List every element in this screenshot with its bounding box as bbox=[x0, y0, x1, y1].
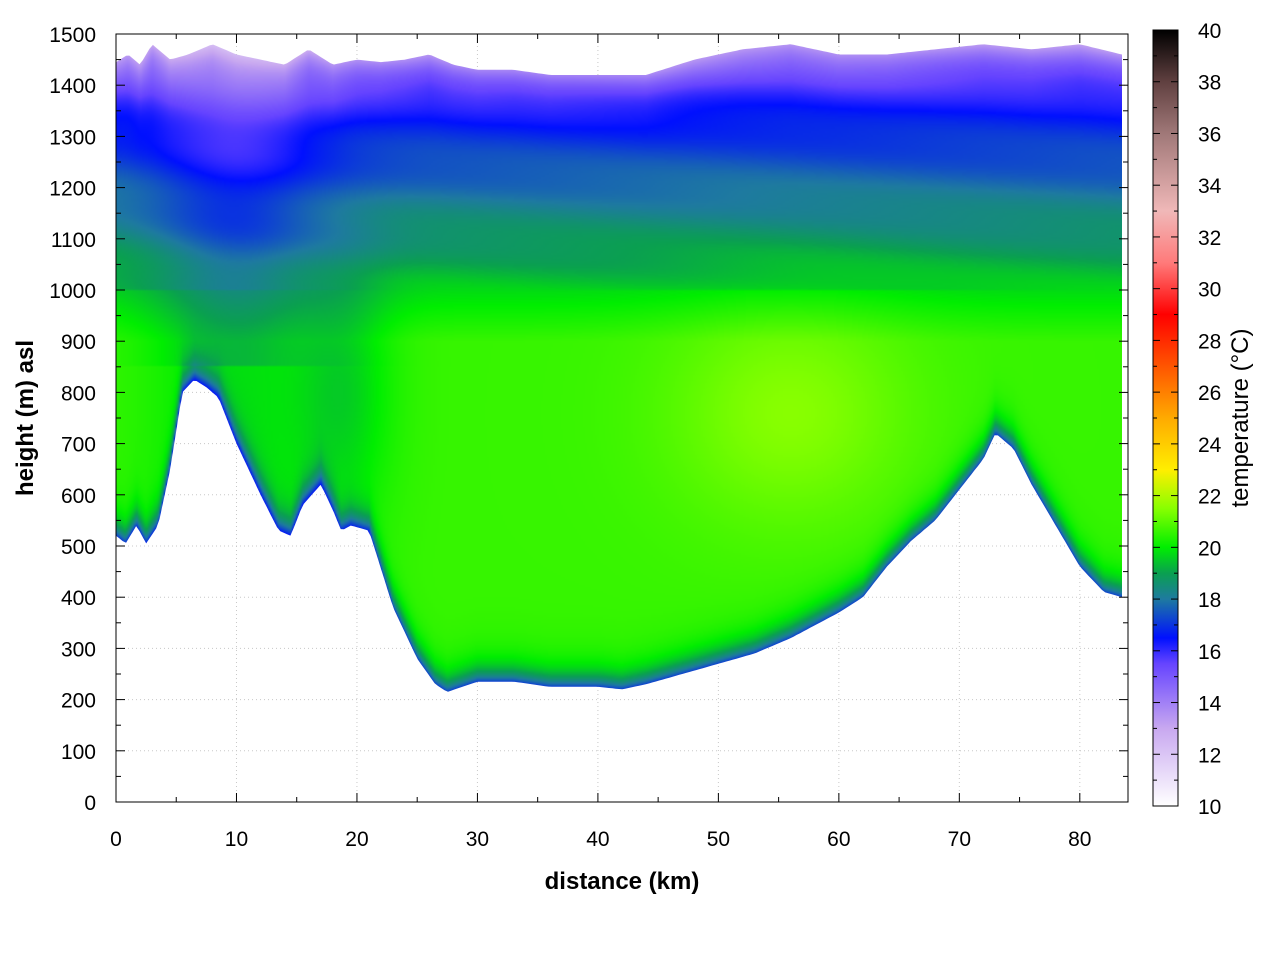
x-tick-label: 40 bbox=[586, 828, 609, 851]
y-tick-label: 1400 bbox=[49, 75, 96, 98]
y-tick-label: 1200 bbox=[49, 178, 96, 201]
x-axis: 0 10 20 30 40 50 60 70 80 bbox=[110, 34, 1091, 851]
colorbar-tick-label: 20 bbox=[1198, 537, 1221, 560]
colorbar-tick-label: 18 bbox=[1198, 589, 1221, 612]
y-tick-label: 700 bbox=[61, 434, 96, 457]
x-axis-title: distance (km) bbox=[545, 868, 700, 895]
colorbar-tick-label: 28 bbox=[1198, 330, 1221, 353]
colorbar-tick-label: 38 bbox=[1198, 72, 1221, 95]
x-tick-label: 0 bbox=[110, 828, 122, 851]
y-tick-label: 200 bbox=[61, 690, 96, 713]
colorbar-tick-label: 10 bbox=[1198, 796, 1221, 819]
x-tick-label: 20 bbox=[345, 828, 368, 851]
y-tick-label: 800 bbox=[61, 382, 96, 405]
y-tick-label: 100 bbox=[61, 741, 96, 764]
colorbar-tick-label: 26 bbox=[1198, 382, 1221, 405]
x-tick-label: 60 bbox=[827, 828, 850, 851]
colorbar-tick-label: 12 bbox=[1198, 744, 1221, 767]
colorbar-tick-label: 32 bbox=[1198, 227, 1221, 250]
y-tick-label: 900 bbox=[61, 331, 96, 354]
y-tick-label: 300 bbox=[61, 638, 96, 661]
y-tick-label: 600 bbox=[61, 485, 96, 508]
colorbar-axis: 10 12 14 16 18 20 22 24 26 28 30 32 34 36 38 40 bbox=[1153, 20, 1222, 819]
x-tick-label: 10 bbox=[225, 828, 248, 851]
colorbar-tick-label: 30 bbox=[1198, 279, 1221, 302]
y-tick-label: 400 bbox=[61, 587, 96, 610]
colorbar-tick-label: 36 bbox=[1198, 123, 1221, 146]
y-tick-label: 1500 bbox=[49, 24, 96, 47]
colorbar-tick-label: 40 bbox=[1198, 20, 1221, 43]
y-tick-label: 1000 bbox=[49, 280, 96, 303]
colorbar-tick-label: 16 bbox=[1198, 641, 1221, 664]
y-axis-title: height (m) asl bbox=[12, 340, 39, 496]
x-tick-label: 30 bbox=[466, 828, 489, 851]
colorbar-tick-label: 24 bbox=[1198, 434, 1222, 457]
y-tick-label: 1300 bbox=[49, 126, 96, 149]
x-tick-label: 80 bbox=[1068, 828, 1091, 851]
colorbar-title: temperature (°C) bbox=[1227, 329, 1254, 508]
y-axis: 0 100 200 300 400 500 600 700 800 900 1000 1100 1200… bbox=[49, 24, 1128, 815]
colorbar-tick-label: 22 bbox=[1198, 486, 1221, 509]
colorbar-tick-label: 14 bbox=[1198, 693, 1222, 716]
x-tick-label: 50 bbox=[707, 828, 730, 851]
y-tick-label: 0 bbox=[84, 792, 96, 815]
y-tick-label: 500 bbox=[61, 536, 96, 559]
y-tick-label: 1100 bbox=[51, 229, 96, 252]
colorbar-tick-label: 34 bbox=[1198, 175, 1222, 198]
x-tick-label: 70 bbox=[948, 828, 971, 851]
